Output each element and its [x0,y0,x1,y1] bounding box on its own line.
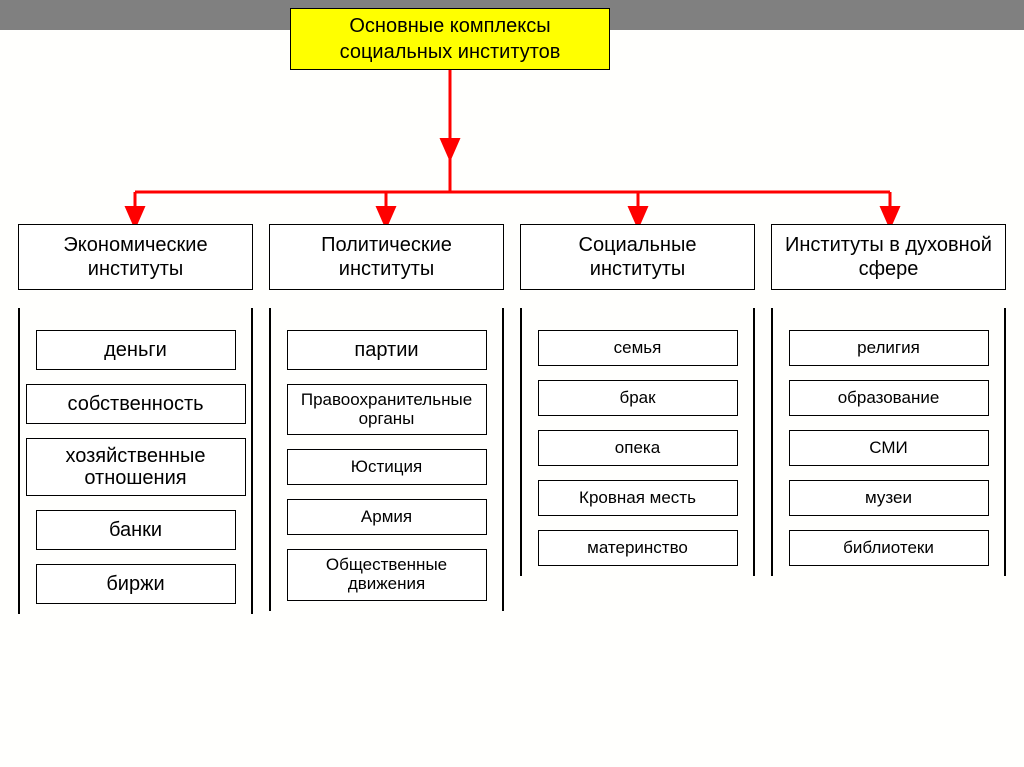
item-box: банки [36,510,236,550]
item-box: Общественные движения [287,549,487,600]
item-box: брак [538,380,738,416]
column-body-spiritual: религия образование СМИ музеи библиотеки [771,308,1006,576]
item-text: Армия [361,508,412,527]
columns-container: Экономические институты деньги собственн… [18,224,1006,614]
item-text: музеи [865,489,912,508]
item-text: опека [615,439,660,458]
item-text: собственность [67,393,203,415]
column-spiritual: Институты в духовной сфере религия образ… [771,224,1006,614]
item-text: деньги [104,339,167,361]
item-box: Правоохранительные органы [287,384,487,435]
item-text: Правоохранительные органы [294,391,480,428]
item-text: СМИ [869,439,907,458]
column-social: Социальные институты семья брак опека Кр… [520,224,755,614]
item-text: Кровная месть [579,489,696,508]
item-text: семья [614,339,662,358]
item-text: Юстиция [351,458,422,477]
column-header-political: Политические институты [269,224,504,290]
title-text: Основные комплексы социальных институтов [301,13,599,65]
item-box: опека [538,430,738,466]
item-text: библиотеки [843,539,934,558]
column-header-social: Социальные институты [520,224,755,290]
item-text: религия [857,339,920,358]
item-box: Армия [287,499,487,535]
item-box: хозяйственные отношения [26,438,246,496]
item-box: семья [538,330,738,366]
item-text: образование [838,389,940,408]
item-text: биржи [106,573,164,595]
item-box: СМИ [789,430,989,466]
header-text: Институты в духовной сфере [782,233,995,281]
item-box: религия [789,330,989,366]
item-text: хозяйственные отношения [33,445,239,489]
column-header-economic: Экономические институты [18,224,253,290]
item-box: образование [789,380,989,416]
header-text: Социальные институты [531,233,744,281]
column-economic: Экономические институты деньги собственн… [18,224,253,614]
column-body-economic: деньги собственность хозяйственные отнош… [18,308,253,614]
item-text: Общественные движения [294,556,480,593]
column-header-spiritual: Институты в духовной сфере [771,224,1006,290]
item-box: Кровная месть [538,480,738,516]
item-box: партии [287,330,487,370]
item-box: музеи [789,480,989,516]
diagram-title: Основные комплексы социальных институтов [290,8,610,70]
header-text: Экономические институты [29,233,242,281]
item-text: брак [619,389,655,408]
item-box: библиотеки [789,530,989,566]
item-box: материнство [538,530,738,566]
item-box: деньги [36,330,236,370]
column-body-political: партии Правоохранительные органы Юстиция… [269,308,504,611]
item-box: собственность [26,384,246,424]
item-text: банки [109,519,162,541]
item-text: материнство [587,539,688,558]
column-body-social: семья брак опека Кровная месть материнст… [520,308,755,576]
item-box: Юстиция [287,449,487,485]
column-political: Политические институты партии Правоохран… [269,224,504,614]
item-text: партии [354,339,418,361]
header-text: Политические институты [280,233,493,281]
item-box: биржи [36,564,236,604]
